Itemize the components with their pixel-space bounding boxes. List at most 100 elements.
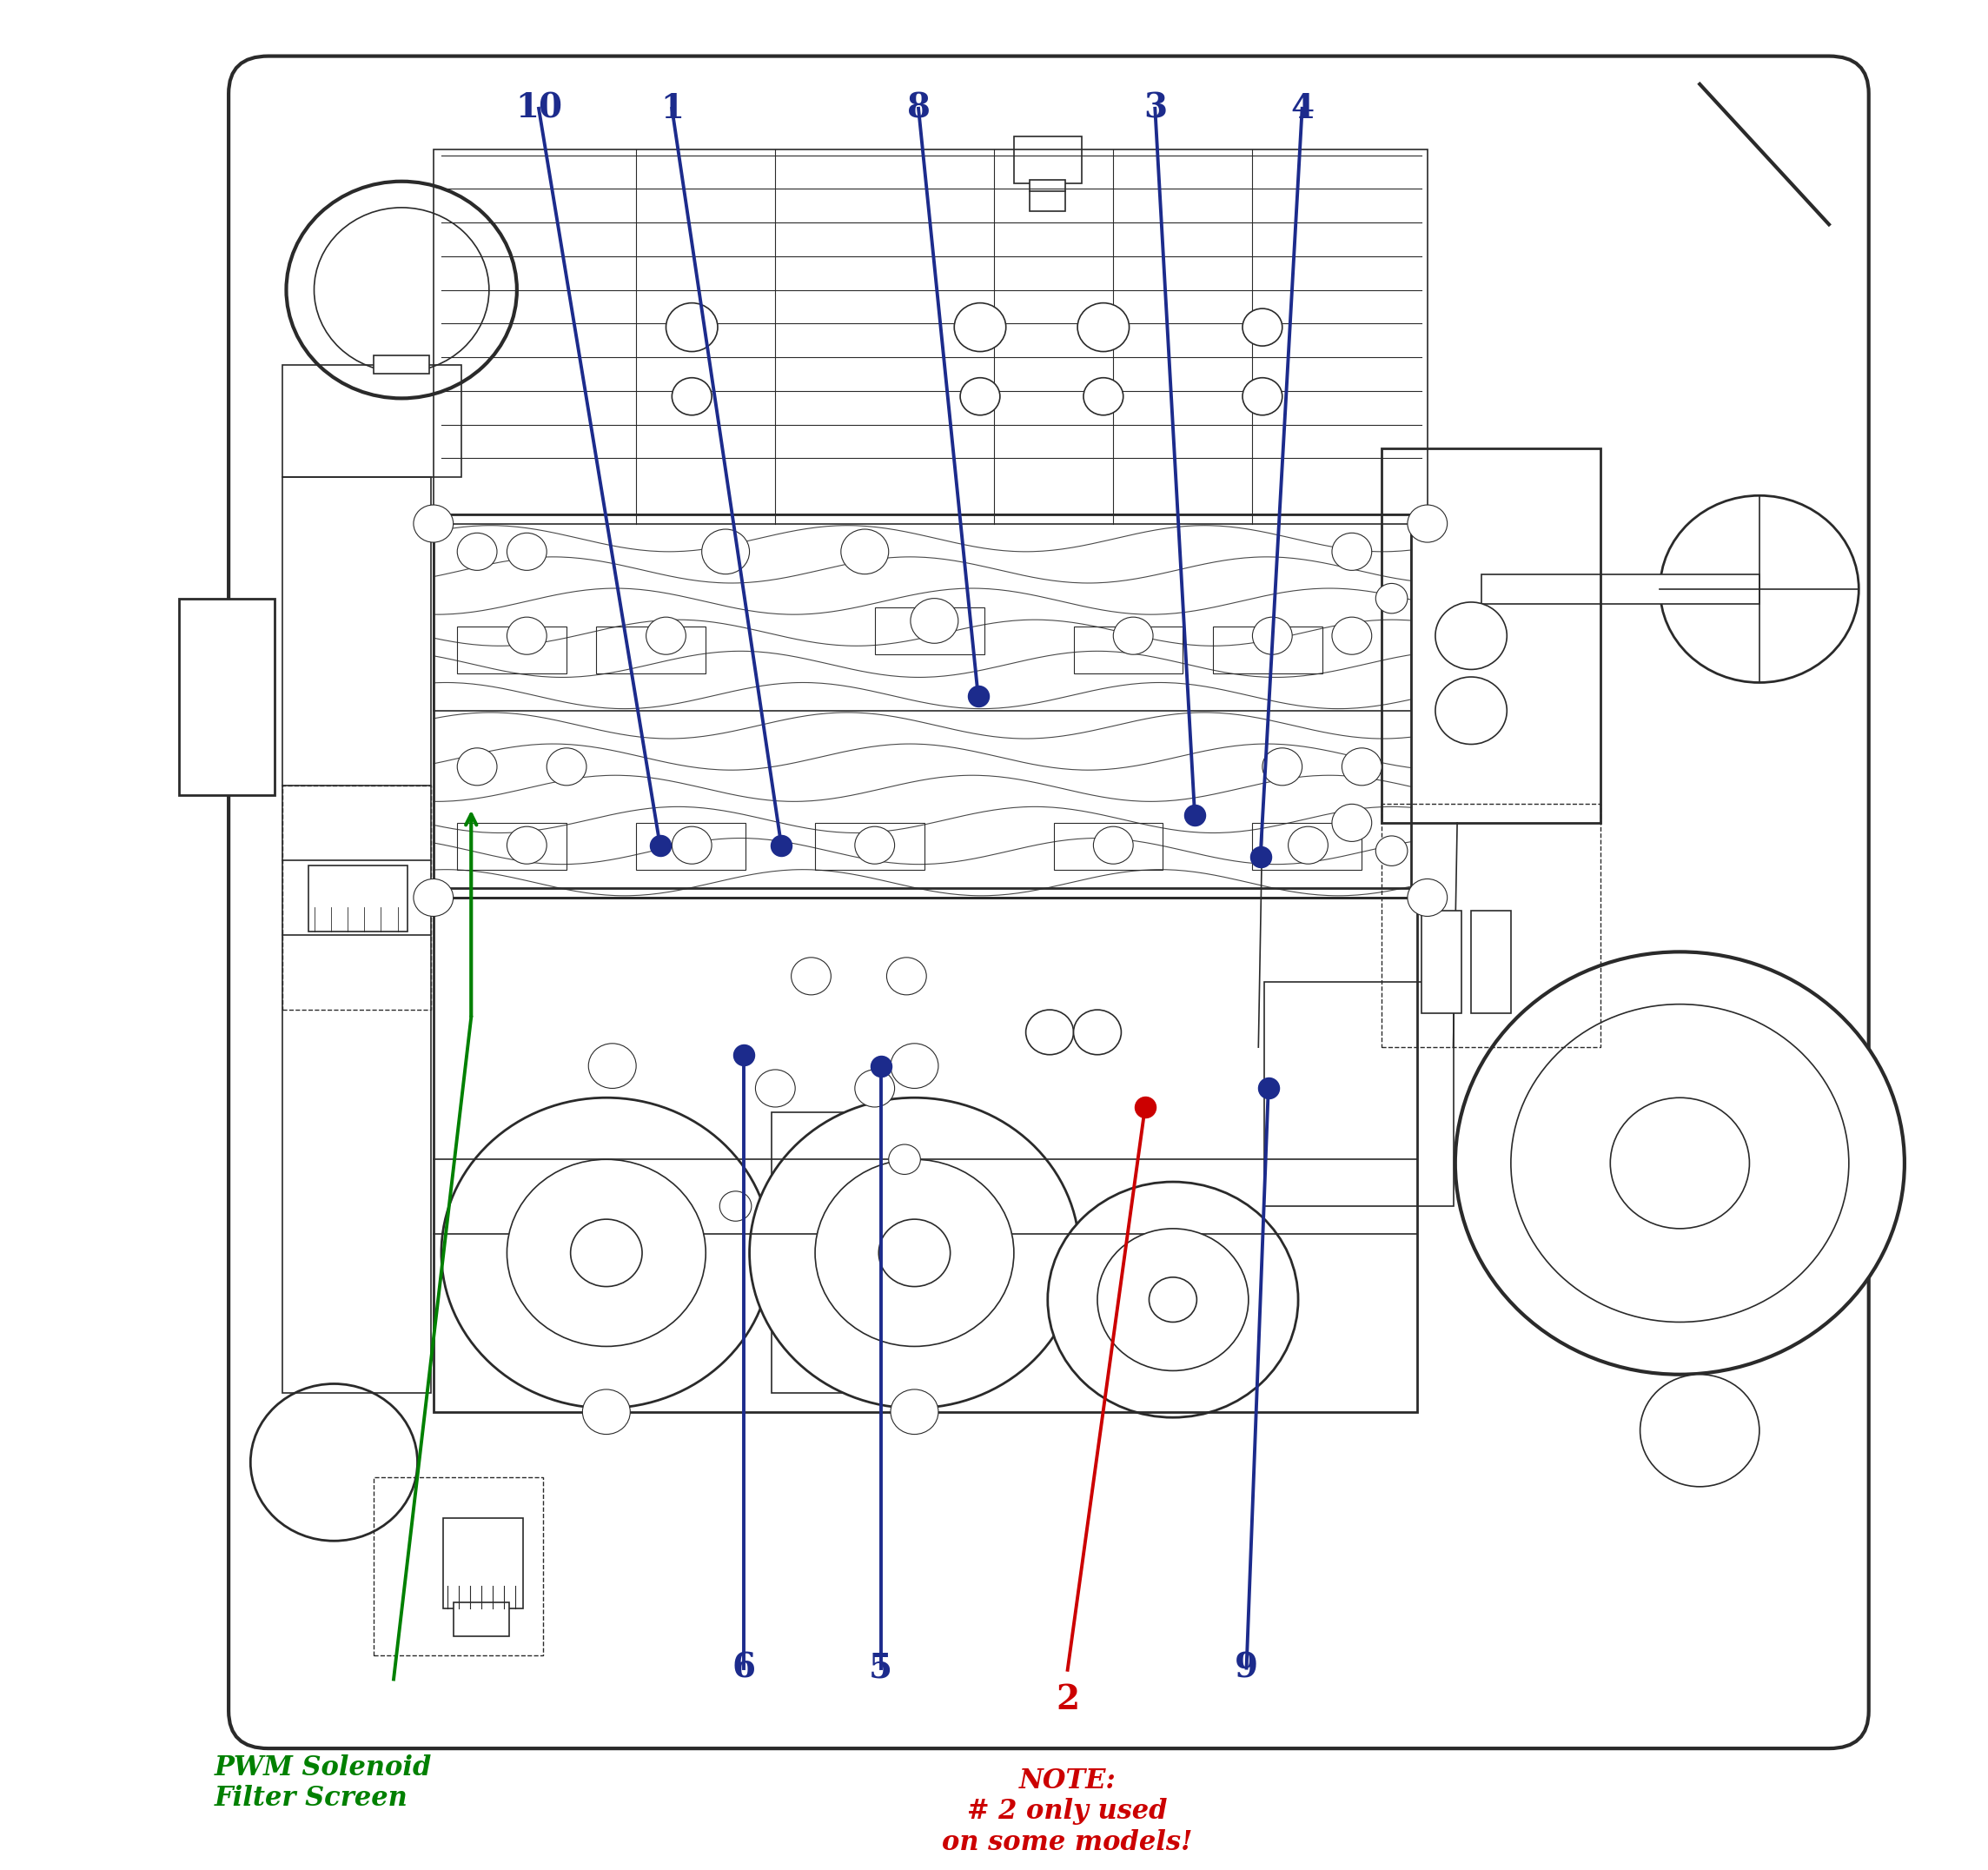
Circle shape (889, 1144, 920, 1174)
Point (1179, 800, 1211, 830)
Circle shape (791, 957, 831, 995)
Bar (433, 514, 1411, 711)
Bar (282, 477, 431, 1393)
Circle shape (286, 181, 517, 398)
Bar (1471, 911, 1511, 1014)
Circle shape (1093, 827, 1133, 864)
Circle shape (1511, 1004, 1849, 1322)
Circle shape (891, 1043, 938, 1088)
Point (728, 1040, 759, 1070)
Bar (443, 1518, 523, 1608)
Point (765, 830, 797, 860)
Bar (815, 823, 924, 870)
Bar (308, 866, 408, 931)
Circle shape (1074, 1010, 1121, 1055)
Circle shape (1408, 879, 1447, 916)
Circle shape (1455, 952, 1905, 1374)
Circle shape (1640, 1374, 1759, 1487)
Point (1244, 842, 1276, 871)
Circle shape (588, 1043, 636, 1088)
Circle shape (414, 505, 453, 542)
Circle shape (1077, 303, 1129, 352)
Circle shape (1242, 309, 1282, 346)
Circle shape (1435, 602, 1507, 669)
Circle shape (457, 533, 497, 570)
Bar (1382, 804, 1600, 1047)
Bar (374, 1477, 543, 1655)
Circle shape (1113, 617, 1153, 655)
Circle shape (960, 378, 1000, 415)
Bar (1421, 911, 1461, 1014)
Text: 6: 6 (732, 1651, 755, 1685)
Bar (457, 626, 567, 673)
Circle shape (1048, 1182, 1298, 1417)
Circle shape (855, 1070, 895, 1107)
Circle shape (672, 827, 712, 864)
Point (1129, 1092, 1161, 1122)
Text: 3: 3 (1143, 92, 1167, 125)
Circle shape (414, 879, 453, 916)
Circle shape (891, 1389, 938, 1434)
Circle shape (1242, 378, 1282, 415)
Circle shape (1376, 836, 1408, 866)
Circle shape (887, 957, 926, 995)
Point (644, 830, 676, 860)
Text: 4: 4 (1290, 92, 1314, 125)
Text: 1: 1 (660, 92, 684, 125)
Bar (1054, 823, 1163, 870)
Circle shape (755, 1070, 795, 1107)
Bar (1213, 626, 1322, 673)
Bar (596, 626, 706, 673)
Circle shape (702, 529, 749, 574)
Circle shape (1288, 827, 1328, 864)
Text: PWM Solenoid
Filter Screen: PWM Solenoid Filter Screen (215, 1754, 431, 1812)
Bar (1030, 180, 1066, 211)
Bar (179, 598, 274, 795)
Circle shape (441, 1098, 771, 1408)
Bar (453, 1603, 509, 1636)
Circle shape (841, 529, 889, 574)
Point (1252, 1073, 1284, 1103)
Bar (457, 823, 567, 870)
Bar (1264, 982, 1453, 1206)
Bar (1252, 823, 1362, 870)
Circle shape (954, 303, 1006, 352)
Text: NOTE:
# 2 only used
on some models!: NOTE: # 2 only used on some models! (942, 1767, 1193, 1857)
Circle shape (672, 378, 712, 415)
Circle shape (646, 617, 686, 655)
Circle shape (855, 827, 895, 864)
Circle shape (314, 208, 489, 372)
Text: 8: 8 (907, 92, 930, 125)
Polygon shape (1700, 84, 1829, 224)
FancyBboxPatch shape (229, 56, 1869, 1748)
Circle shape (1262, 748, 1302, 785)
Text: 9: 9 (1235, 1651, 1258, 1685)
Circle shape (1610, 1098, 1749, 1229)
Text: 5: 5 (869, 1651, 893, 1685)
Bar (433, 150, 1427, 524)
Bar (875, 608, 984, 654)
Circle shape (507, 827, 547, 864)
Bar (1382, 449, 1600, 823)
Bar (1014, 137, 1081, 183)
Bar (433, 888, 1417, 1412)
Circle shape (1332, 804, 1372, 842)
Circle shape (1376, 583, 1408, 613)
Circle shape (1332, 533, 1372, 570)
Circle shape (1252, 617, 1292, 655)
Circle shape (666, 303, 718, 352)
Circle shape (1435, 677, 1507, 744)
Bar (433, 514, 1411, 898)
Circle shape (507, 617, 547, 655)
Bar (771, 1113, 914, 1393)
Circle shape (1149, 1277, 1197, 1322)
Point (962, 681, 994, 711)
Text: 10: 10 (515, 92, 563, 125)
Circle shape (507, 533, 547, 570)
Circle shape (582, 1389, 630, 1434)
Circle shape (1342, 748, 1382, 785)
Circle shape (749, 1098, 1079, 1408)
Circle shape (1083, 378, 1123, 415)
Circle shape (547, 748, 586, 785)
Circle shape (507, 1159, 706, 1346)
